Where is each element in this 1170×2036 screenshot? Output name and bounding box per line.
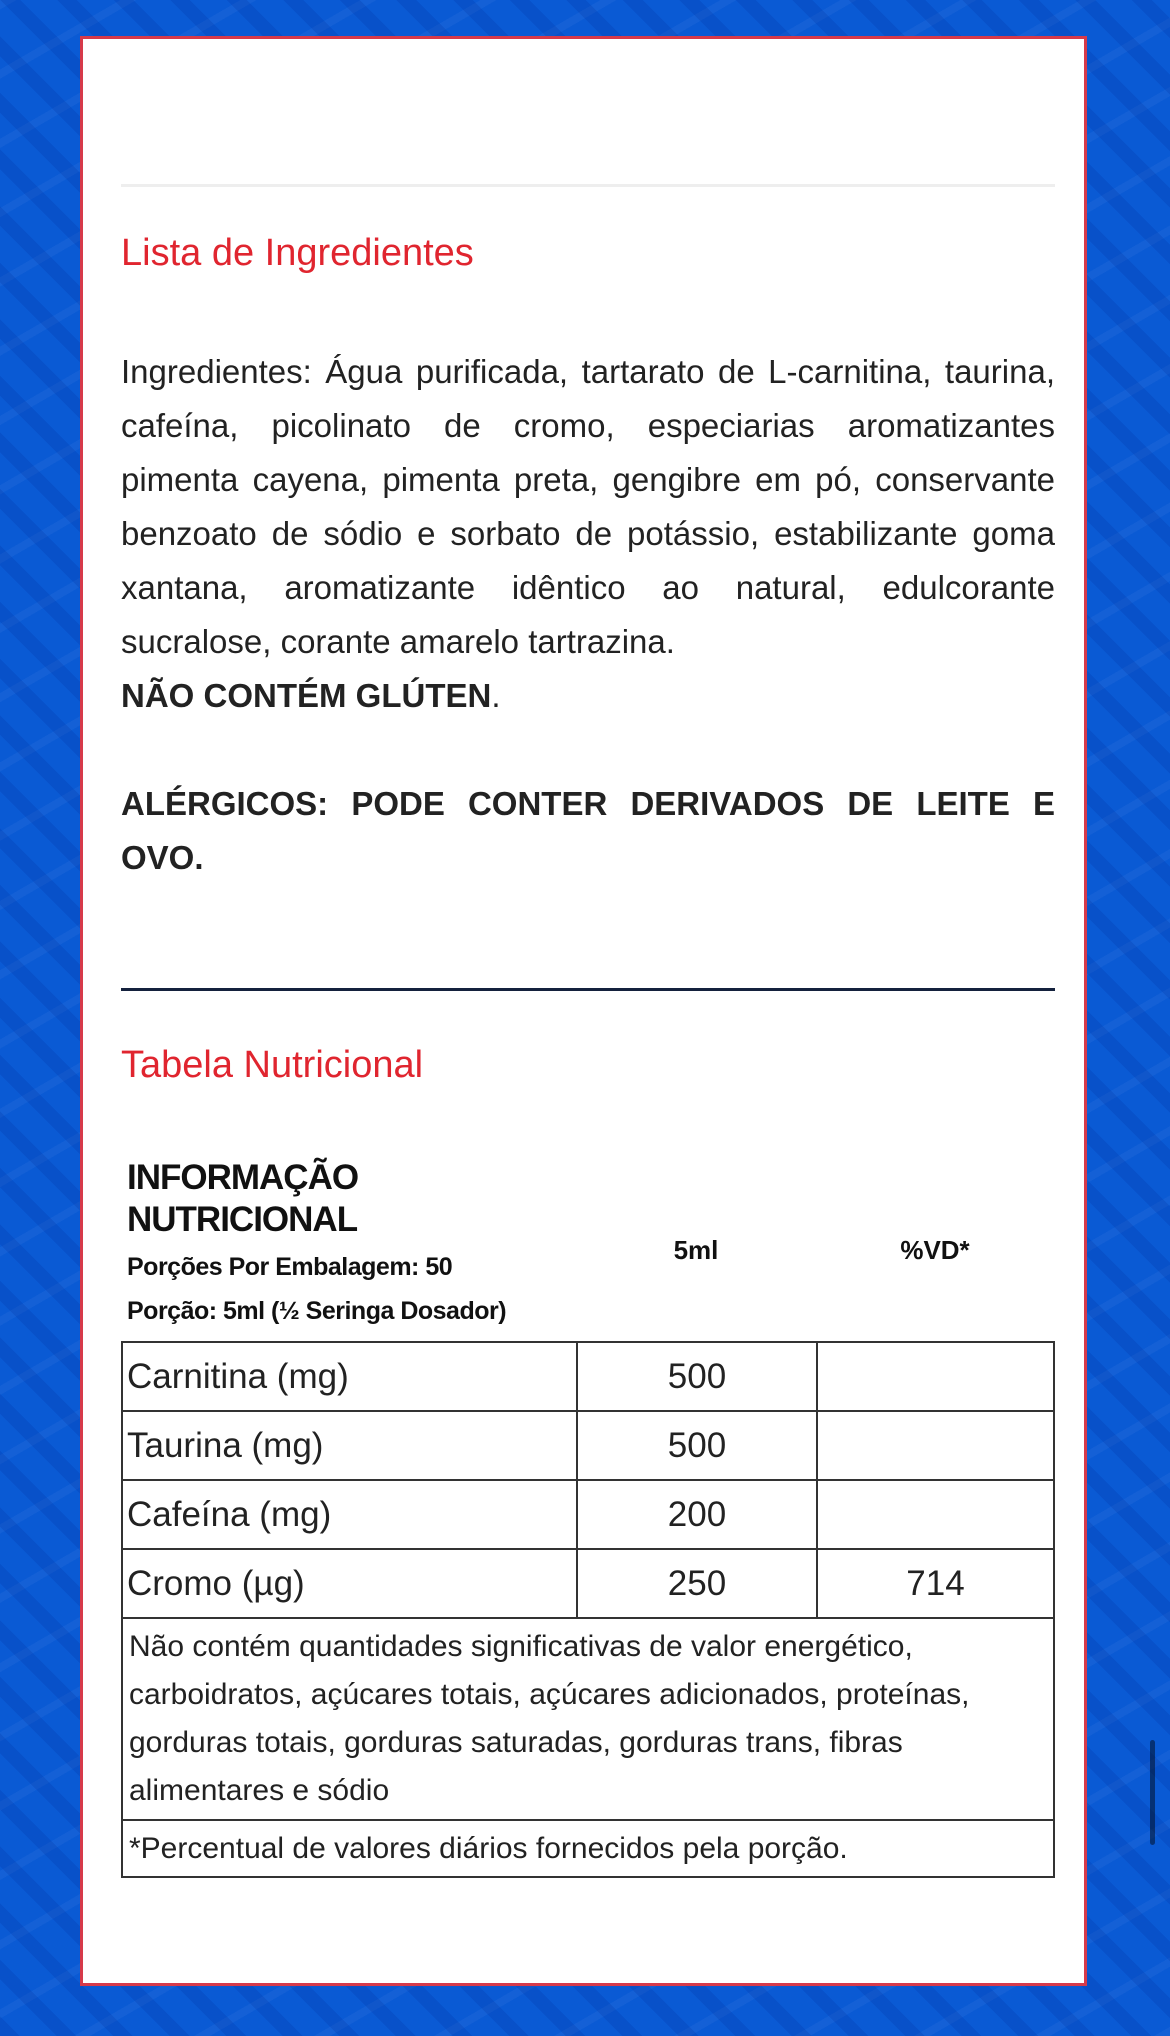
portion-size: Porção: 5ml (½ Seringa Dosador)	[127, 1297, 507, 1325]
nutrition-table: Carnitina (mg) 500 Taurina (mg) 500 Cafeína …	[121, 1341, 1055, 1878]
nutrient-vd	[816, 1341, 1055, 1412]
table-row: Taurina (mg) 500	[121, 1410, 1055, 1481]
table-row: Carnitina (mg) 500	[121, 1341, 1055, 1412]
allergen-notice: ALÉRGICOS: PODE CONTER DERIVADOS DE LEIT…	[121, 785, 1055, 876]
nutrition-title-line1: INFORMAÇÃO	[127, 1158, 359, 1197]
column-header-portion: 5ml	[673, 1235, 719, 1265]
nutrient-name: Cromo (µg)	[121, 1548, 578, 1619]
table-row-footnote: *Percentual de valores diários fornecido…	[121, 1819, 1055, 1878]
ingredients-list: Ingredientes: Água purificada, tartarato…	[121, 353, 1055, 660]
table-row: Cafeína (mg) 200	[121, 1479, 1055, 1550]
nutrient-name: Carnitina (mg)	[121, 1341, 578, 1412]
product-info-card: Lista de Ingredientes Ingredientes: Água…	[80, 36, 1087, 1986]
gluten-notice: NÃO CONTÉM GLÚTEN	[121, 677, 492, 714]
table-row: Cromo (µg) 250 714	[121, 1548, 1055, 1619]
ingredients-text: Ingredientes: Água purificada, tartarato…	[121, 345, 1055, 885]
divider	[121, 184, 1055, 187]
period: .	[491, 677, 501, 714]
nutrient-name: Taurina (mg)	[121, 1410, 578, 1481]
nutrient-value: 500	[576, 1410, 818, 1481]
nutrient-value: 500	[576, 1341, 818, 1412]
nutrient-value: 250	[576, 1548, 818, 1619]
nutrition-table-header: INFORMAÇÃO NUTRICIONAL Porções Por Embal…	[127, 1157, 507, 1333]
section-divider	[121, 988, 1055, 991]
nutrition-title-line2: NUTRICIONAL	[127, 1200, 358, 1239]
footnote: *Percentual de valores diários fornecido…	[121, 1819, 1055, 1878]
nutrient-value: 200	[576, 1479, 818, 1550]
table-row-note: Não contém quantidades significativas de…	[121, 1617, 1055, 1821]
nutrition-heading: Tabela Nutricional	[121, 1044, 424, 1086]
nutrient-vd: 714	[816, 1548, 1055, 1619]
ingredients-heading: Lista de Ingredientes	[121, 232, 474, 274]
nutrient-vd	[816, 1410, 1055, 1481]
servings-per-package: Porções Por Embalagem: 50	[127, 1253, 453, 1281]
insignificant-amounts-note: Não contém quantidades significativas de…	[121, 1617, 1055, 1821]
scrollbar[interactable]	[1150, 1740, 1155, 1845]
column-header-vd: %VD*	[900, 1235, 970, 1265]
nutrient-vd	[816, 1479, 1055, 1550]
nutrient-name: Cafeína (mg)	[121, 1479, 578, 1550]
